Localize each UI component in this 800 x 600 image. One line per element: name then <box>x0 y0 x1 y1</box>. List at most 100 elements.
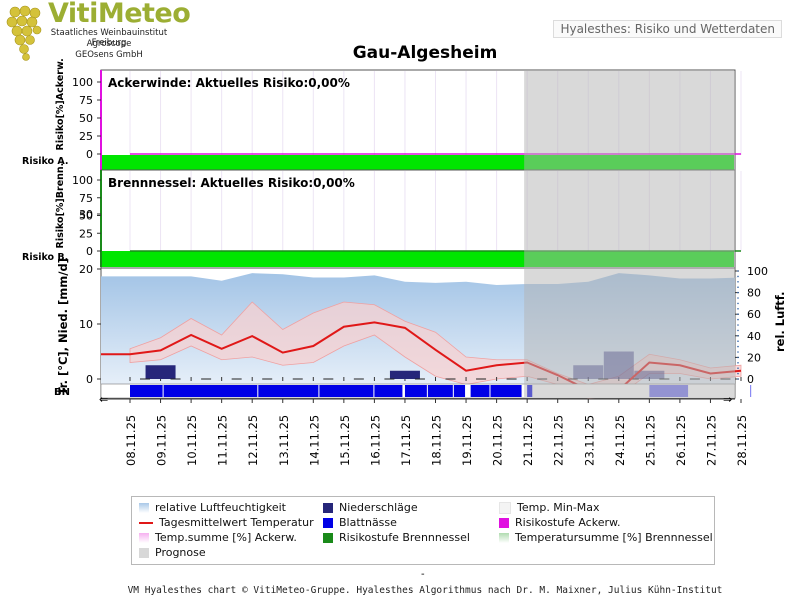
brennnessel-ytick-label: 0 <box>86 245 93 258</box>
humidity-axis-dot <box>737 335 739 337</box>
weather-ylabel-left: Tr. [°C], Nied. [mm/d] <box>56 258 70 395</box>
legend-label: Tagesmittelwert Temperatur <box>159 516 314 529</box>
x-tick-label: 21.11.25 <box>521 415 535 466</box>
x-tick-label: 08.11.25 <box>124 415 138 466</box>
x-tick-label: 20.11.25 <box>491 415 505 466</box>
legend-swatch <box>499 532 509 543</box>
x-tick-label: 26.11.25 <box>674 415 688 466</box>
credit-line: VM Hyalesthes chart © VitiMeteo-Gruppe. … <box>127 585 723 596</box>
x-tick-label: 22.11.25 <box>552 415 566 466</box>
humidity-ytick-label: 40 <box>747 330 761 343</box>
leaf-wetness-segment <box>258 385 319 397</box>
leaf-wetness-segment <box>750 385 752 397</box>
brennnessel-band-label: Risiko B. <box>22 252 68 263</box>
humidity-axis-dot <box>737 340 739 343</box>
scroll-left-arrow: ⇐ <box>99 393 108 406</box>
leaf-wetness-label: BN <box>54 387 70 398</box>
humidity-axis-dot <box>737 302 739 305</box>
ackerwinde-ytick-label: 50 <box>79 112 93 125</box>
humidity-axis-dot <box>737 308 739 310</box>
app-name-badge: Hyalesthes: Risiko und Wetterdaten <box>553 20 782 38</box>
x-tick-label: 23.11.25 <box>582 415 596 466</box>
brennnessel-ytick-label: 50 <box>79 210 93 223</box>
legend-swatch <box>323 502 333 513</box>
legend-item: Risikostufe Ackerw. <box>499 516 620 529</box>
legend-item: Blattnässe <box>323 516 397 529</box>
humidity-axis-dot <box>737 281 739 283</box>
legend-swatch <box>139 521 153 524</box>
humidity-axis-dot <box>737 275 739 278</box>
humidity-ytick-label: 20 <box>747 351 761 364</box>
brennnessel-ytick-label: 75 <box>79 192 93 205</box>
legend-swatch <box>499 501 511 514</box>
x-tick-label: 16.11.25 <box>368 415 382 466</box>
temp-ytick-label: 30 <box>79 208 93 221</box>
legend-swatch <box>139 547 149 558</box>
brennnessel-title: Brennnessel: Aktuelles Risiko:0,00% <box>108 176 355 190</box>
grape-logo-icon <box>6 5 42 61</box>
leaf-wetness-segment <box>453 385 466 397</box>
legend-swatch <box>323 517 333 528</box>
legend-label: Risikostufe Brennnessel <box>339 531 470 544</box>
legend-label: Blattnässe <box>339 516 397 529</box>
ackerwinde-band-label: Risiko A. <box>22 156 69 167</box>
x-tick-label: 27.11.25 <box>704 415 718 466</box>
legend-label: Temp. Min-Max <box>517 501 600 514</box>
logo-title: VitiMeteo <box>48 0 191 29</box>
humidity-axis-dot <box>737 297 739 299</box>
forecast-overlay <box>524 71 735 397</box>
logo-line-2: Agroscope <box>86 39 132 49</box>
legend-item: Temp. Min-Max <box>499 501 600 514</box>
x-tick-label: 13.11.25 <box>277 415 291 466</box>
humidity-axis-dot <box>737 313 739 316</box>
leaf-wetness-segment <box>404 385 427 397</box>
legend-label: Temperatursumme [%] Brennnessel <box>515 531 713 544</box>
station-title: Gau-Algesheim <box>352 43 498 63</box>
legend-swatch <box>139 502 149 513</box>
legend-item: Temperatursumme [%] Brennnessel <box>499 531 713 544</box>
legend-swatch <box>499 517 509 528</box>
x-tick-label: 11.11.25 <box>216 415 230 466</box>
legend-label: relative Luftfeuchtigkeit <box>155 501 286 514</box>
humidity-ytick-label: 0 <box>747 373 754 386</box>
humidity-axis-dot <box>737 324 739 326</box>
x-tick-label: 28.11.25 <box>735 415 749 466</box>
humidity-axis-dot <box>737 378 739 380</box>
x-tick-label: 12.11.25 <box>246 415 260 466</box>
legend-item: Tagesmittelwert Temperatur <box>139 516 314 529</box>
legend-swatch <box>323 532 333 543</box>
temp-ytick-label: 0 <box>86 373 93 386</box>
legend-item: Prognose <box>139 546 206 559</box>
scroll-right-arrow: ⇒ <box>723 393 732 406</box>
leaf-wetness-segment <box>490 385 522 397</box>
ackerwinde-ytick-label: 100 <box>72 76 93 89</box>
x-tick-label: 25.11.25 <box>643 415 657 466</box>
x-tick-label: 14.11.25 <box>307 415 321 466</box>
leaf-wetness-segment <box>319 385 374 397</box>
humidity-ytick-label: 60 <box>747 308 761 321</box>
x-tick-label: 18.11.25 <box>430 415 444 466</box>
leaf-wetness-segment <box>427 385 453 397</box>
ackerwinde-ytick-label: 25 <box>79 130 93 143</box>
temp-ytick-label: 20 <box>79 263 93 276</box>
humidity-axis-dot <box>737 270 739 272</box>
legend-label: Temp.summe [%] Ackerw. <box>155 531 297 544</box>
ackerwinde-ytick-label: 0 <box>86 148 93 161</box>
brennnessel-ylabel: Risiko[%]Brenn. <box>55 163 66 249</box>
humidity-axis-dot <box>737 356 739 359</box>
ackerwinde-ylabel: Risiko[%]Ackerw. <box>55 58 66 150</box>
humidity-axis-dot <box>737 372 739 375</box>
humidity-axis-dot <box>737 351 739 353</box>
brennnessel-ytick-label: 100 <box>72 174 93 187</box>
legend-label: Prognose <box>155 546 206 559</box>
legend-item: relative Luftfeuchtigkeit <box>139 501 286 514</box>
chart-legend: relative Luftfeuchtigkeit Niederschläge Te… <box>131 496 715 565</box>
leaf-wetness-segment <box>374 385 403 397</box>
leaf-wetness-segment <box>163 385 258 397</box>
humidity-axis-dot <box>737 329 739 332</box>
humidity-axis-dot <box>737 362 739 364</box>
ackerwinde-ytick-label: 75 <box>79 94 93 107</box>
legend-label: Risikostufe Ackerw. <box>515 516 621 529</box>
humidity-axis-dot <box>737 286 739 289</box>
